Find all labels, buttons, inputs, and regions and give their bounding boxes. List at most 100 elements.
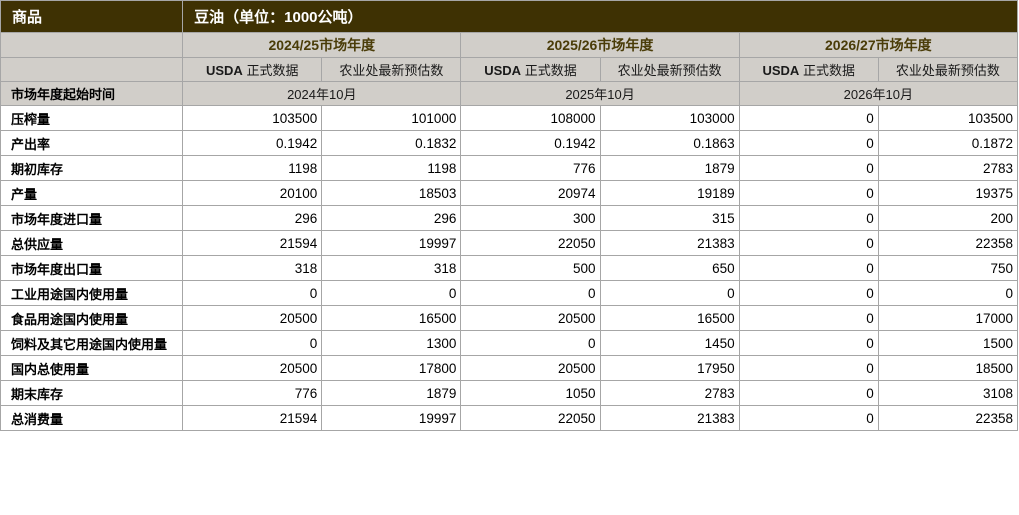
table-row: 饲料及其它用途国内使用量 0 1300 0 1450 0 1500	[0, 330, 1019, 356]
cell-value: 20974	[460, 180, 601, 206]
cell-value: 22050	[460, 230, 601, 256]
cell-value: 21594	[182, 405, 323, 431]
cell-value: 0	[738, 130, 879, 156]
cell-value: 101000	[321, 105, 462, 131]
cell-value: 2783	[599, 380, 740, 406]
cell-value: 20500	[182, 305, 323, 331]
table-row: 产出率 0.1942 0.1832 0.1942 0.1863 0 0.1872	[0, 130, 1019, 156]
usda-official-header: USDA 正式数据	[182, 57, 323, 82]
cell-value: 0	[738, 205, 879, 231]
cell-value: 21383	[599, 230, 740, 256]
commodity-value: 豆油（单位：1000公吨）	[182, 0, 1018, 33]
row-label: 产出率	[0, 130, 184, 156]
cell-value: 750	[877, 255, 1019, 281]
cell-value: 0	[182, 280, 323, 306]
cell-value: 0	[599, 280, 740, 306]
usda-official-header: USDA 正式数据	[460, 57, 601, 82]
cell-value: 0	[877, 280, 1019, 306]
cell-value: 296	[182, 205, 323, 231]
market-year-start-row: 市场年度起始时间 2024年10月 2025年10月 2026年10月	[0, 81, 1019, 106]
cell-value: 22358	[877, 230, 1019, 256]
table-row: 总消费量 21594 19997 22050 21383 0 22358	[0, 405, 1019, 431]
table-row: 产量 20100 18503 20974 19189 0 19375	[0, 180, 1019, 206]
cell-value: 17000	[877, 305, 1019, 331]
year-header-2025-26: 2025/26市场年度	[460, 32, 740, 58]
table-row: 期末库存 776 1879 1050 2783 0 3108	[0, 380, 1019, 406]
cell-value: 20100	[182, 180, 323, 206]
usda-official-header: USDA 正式数据	[738, 57, 879, 82]
cell-value: 20500	[182, 355, 323, 381]
table-row: 市场年度出口量 318 318 500 650 0 750	[0, 255, 1019, 281]
table-body: 压榨量 103500 101000 108000 103000 0 103500…	[0, 105, 1019, 431]
estimate-header: 农业处最新预估数	[321, 57, 462, 82]
cell-value: 17950	[599, 355, 740, 381]
cell-value: 315	[599, 205, 740, 231]
cell-value: 0	[738, 230, 879, 256]
cell-value: 0.1942	[460, 130, 601, 156]
row-label: 食品用途国内使用量	[0, 305, 184, 331]
cell-value: 1198	[321, 155, 462, 181]
cell-value: 318	[321, 255, 462, 281]
cell-value: 1450	[599, 330, 740, 356]
cell-value: 0.1872	[877, 130, 1019, 156]
cell-value: 18500	[877, 355, 1019, 381]
cell-value: 0	[738, 380, 879, 406]
cell-value: 3108	[877, 380, 1019, 406]
start-row-label: 市场年度起始时间	[0, 81, 184, 106]
cell-value: 1879	[599, 155, 740, 181]
cell-value: 0	[738, 405, 879, 431]
title-row: 商品 豆油（单位：1000公吨）	[0, 0, 1018, 33]
cell-value: 21594	[182, 230, 323, 256]
table-row: 市场年度进口量 296 296 300 315 0 200	[0, 205, 1019, 231]
start-date-2024-25: 2024年10月	[182, 81, 462, 106]
cell-value: 300	[460, 205, 601, 231]
start-date-2026-27: 2026年10月	[738, 81, 1019, 106]
row-label: 市场年度进口量	[0, 205, 184, 231]
cell-value: 1500	[877, 330, 1019, 356]
sub-header-row: USDA 正式数据 农业处最新预估数 USDA 正式数据 农业处最新预估数 US…	[0, 57, 1019, 82]
row-label: 期末库存	[0, 380, 184, 406]
cell-value: 22050	[460, 405, 601, 431]
year-header-2024-25: 2024/25市场年度	[182, 32, 462, 58]
cell-value: 0.1942	[182, 130, 323, 156]
cell-value: 0	[321, 280, 462, 306]
cell-value: 19997	[321, 230, 462, 256]
cell-value: 1050	[460, 380, 601, 406]
blank-header-cell	[0, 57, 184, 82]
psd-data-table: 商品 豆油（单位：1000公吨） 2024/25市场年度 2025/26市场年度…	[0, 0, 1019, 431]
cell-value: 0	[738, 105, 879, 131]
cell-value: 0	[738, 305, 879, 331]
cell-value: 20500	[460, 305, 601, 331]
cell-value: 0	[738, 280, 879, 306]
table-row: 压榨量 103500 101000 108000 103000 0 103500	[0, 105, 1019, 131]
cell-value: 0.1832	[321, 130, 462, 156]
cell-value: 0	[182, 330, 323, 356]
cell-value: 108000	[460, 105, 601, 131]
cell-value: 500	[460, 255, 601, 281]
cell-value: 16500	[599, 305, 740, 331]
cell-value: 17800	[321, 355, 462, 381]
cell-value: 19375	[877, 180, 1019, 206]
cell-value: 296	[321, 205, 462, 231]
row-label: 期初库存	[0, 155, 184, 181]
cell-value: 776	[182, 380, 323, 406]
cell-value: 776	[460, 155, 601, 181]
cell-value: 103500	[182, 105, 323, 131]
start-date-2025-26: 2025年10月	[460, 81, 740, 106]
table-row: 国内总使用量 20500 17800 20500 17950 0 18500	[0, 355, 1019, 381]
blank-header-cell	[0, 32, 184, 58]
table-row: 食品用途国内使用量 20500 16500 20500 16500 0 1700…	[0, 305, 1019, 331]
cell-value: 1198	[182, 155, 323, 181]
estimate-header: 农业处最新预估数	[599, 57, 740, 82]
row-label: 市场年度出口量	[0, 255, 184, 281]
table-row: 总供应量 21594 19997 22050 21383 0 22358	[0, 230, 1019, 256]
cell-value: 16500	[321, 305, 462, 331]
cell-value: 0.1863	[599, 130, 740, 156]
cell-value: 1879	[321, 380, 462, 406]
cell-value: 0	[738, 155, 879, 181]
cell-value: 21383	[599, 405, 740, 431]
cell-value: 18503	[321, 180, 462, 206]
row-label: 饲料及其它用途国内使用量	[0, 330, 184, 356]
year-header-2026-27: 2026/27市场年度	[738, 32, 1019, 58]
cell-value: 19189	[599, 180, 740, 206]
